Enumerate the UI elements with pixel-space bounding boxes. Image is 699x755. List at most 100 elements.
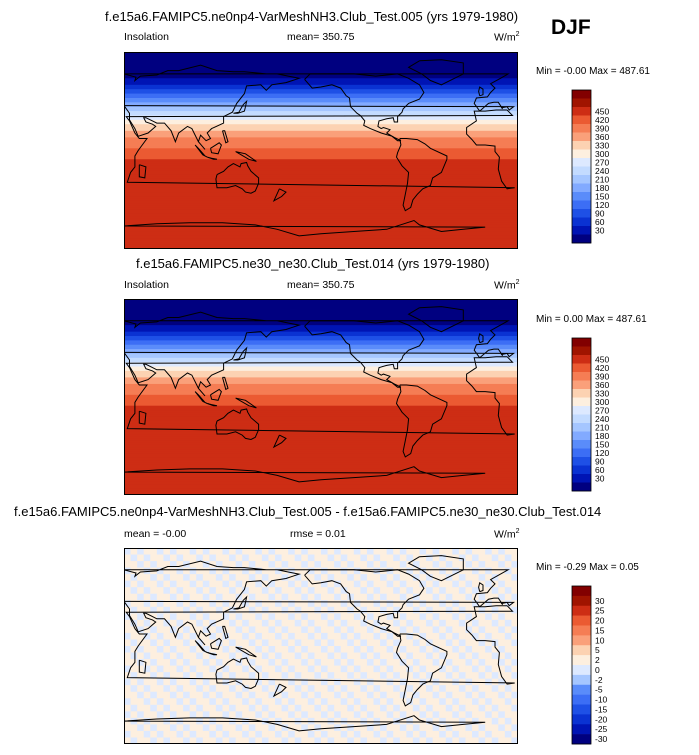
coastline-segment (235, 397, 257, 409)
field-cell (504, 548, 512, 555)
field-cell (465, 580, 473, 588)
field-cell (248, 561, 256, 568)
field-cell (248, 600, 256, 608)
field-cell (222, 593, 230, 601)
field-cell (268, 613, 276, 621)
field-cell (327, 730, 335, 738)
field-cell (340, 632, 348, 640)
field-cell (275, 698, 282, 706)
field-cell (275, 632, 282, 640)
field-cell (222, 704, 230, 712)
field-cell (169, 698, 177, 706)
field-cell (222, 665, 230, 673)
field-cell (229, 587, 237, 595)
field-cell (137, 593, 145, 601)
field-cell (366, 730, 374, 738)
field-band (124, 218, 518, 222)
field-cell (498, 646, 506, 653)
field-cell (169, 724, 177, 732)
field-cell (445, 652, 453, 660)
field-cell (439, 580, 447, 588)
coastline-segment (304, 73, 425, 142)
field-cell (373, 659, 381, 666)
field-cell (465, 691, 473, 699)
field-cell (360, 587, 368, 595)
field-cell (373, 632, 381, 640)
field-cell (261, 711, 269, 719)
field-cell (301, 613, 309, 621)
colorbar-tick-label: 360 (595, 132, 609, 142)
field-cell (491, 548, 499, 555)
field-cell (156, 704, 164, 712)
field-cell (268, 698, 276, 706)
field-cell (504, 626, 512, 634)
field-cell (242, 737, 250, 744)
field-cell (373, 691, 381, 699)
field-cell (439, 626, 447, 634)
field-band (124, 405, 518, 409)
field-cell (314, 554, 322, 562)
field-cell (202, 646, 210, 653)
field-cell (373, 548, 381, 555)
field-cell (281, 724, 289, 732)
field-cell (189, 711, 197, 719)
field-cell (321, 678, 328, 686)
field-cell (445, 704, 453, 712)
colorbar-tick-label: 300 (595, 149, 609, 159)
field-cell (465, 711, 473, 719)
field-cell (321, 659, 328, 666)
colorbar-swatch (572, 714, 591, 725)
field-cell (340, 685, 348, 693)
field-cell (229, 730, 237, 738)
field-band (124, 342, 518, 346)
field-cell (445, 737, 453, 744)
field-cell (275, 672, 282, 680)
field-cell (288, 672, 296, 680)
panel3-units-label: W/m2 (494, 528, 520, 541)
field-cell (465, 652, 473, 660)
field-cell (176, 737, 184, 744)
field-cell (268, 665, 276, 673)
field-cell (511, 548, 518, 555)
field-cell (327, 593, 335, 601)
field-cell (183, 548, 191, 555)
field-cell (353, 632, 361, 640)
field-cell (511, 632, 518, 640)
coastline-segment (233, 99, 248, 114)
field-cell (432, 652, 440, 660)
field-cell (301, 606, 309, 614)
field-cell (202, 561, 210, 568)
field-cell (124, 554, 131, 562)
field-cell (209, 730, 217, 738)
field-cell (458, 639, 466, 647)
field-cell (143, 724, 151, 732)
field-cell (307, 646, 315, 653)
field-cell (426, 626, 434, 634)
field-cell (334, 606, 342, 614)
field-cell (229, 691, 237, 699)
field-cell (347, 626, 355, 634)
coastline-segment (407, 59, 464, 86)
colorbar-tick-label: 300 (595, 397, 609, 407)
field-cell (130, 632, 138, 640)
field-cell (491, 652, 499, 660)
field-cell (163, 698, 171, 706)
field-band (124, 486, 518, 490)
field-bands (124, 299, 518, 495)
field-cell (485, 574, 493, 582)
field-cell (301, 730, 309, 738)
field-cell (380, 659, 388, 666)
colorbar-swatch (572, 200, 591, 210)
field-band (124, 113, 518, 117)
field-cell (373, 587, 381, 595)
field-cell (472, 672, 479, 680)
field-cell (314, 561, 322, 568)
field-cell (334, 561, 342, 568)
field-cell (452, 659, 460, 666)
field-cell (314, 730, 322, 738)
field-cell (215, 619, 223, 627)
field-band (124, 303, 518, 307)
field-cell (137, 632, 145, 640)
field-cell (419, 665, 427, 673)
field-cell (261, 587, 269, 595)
